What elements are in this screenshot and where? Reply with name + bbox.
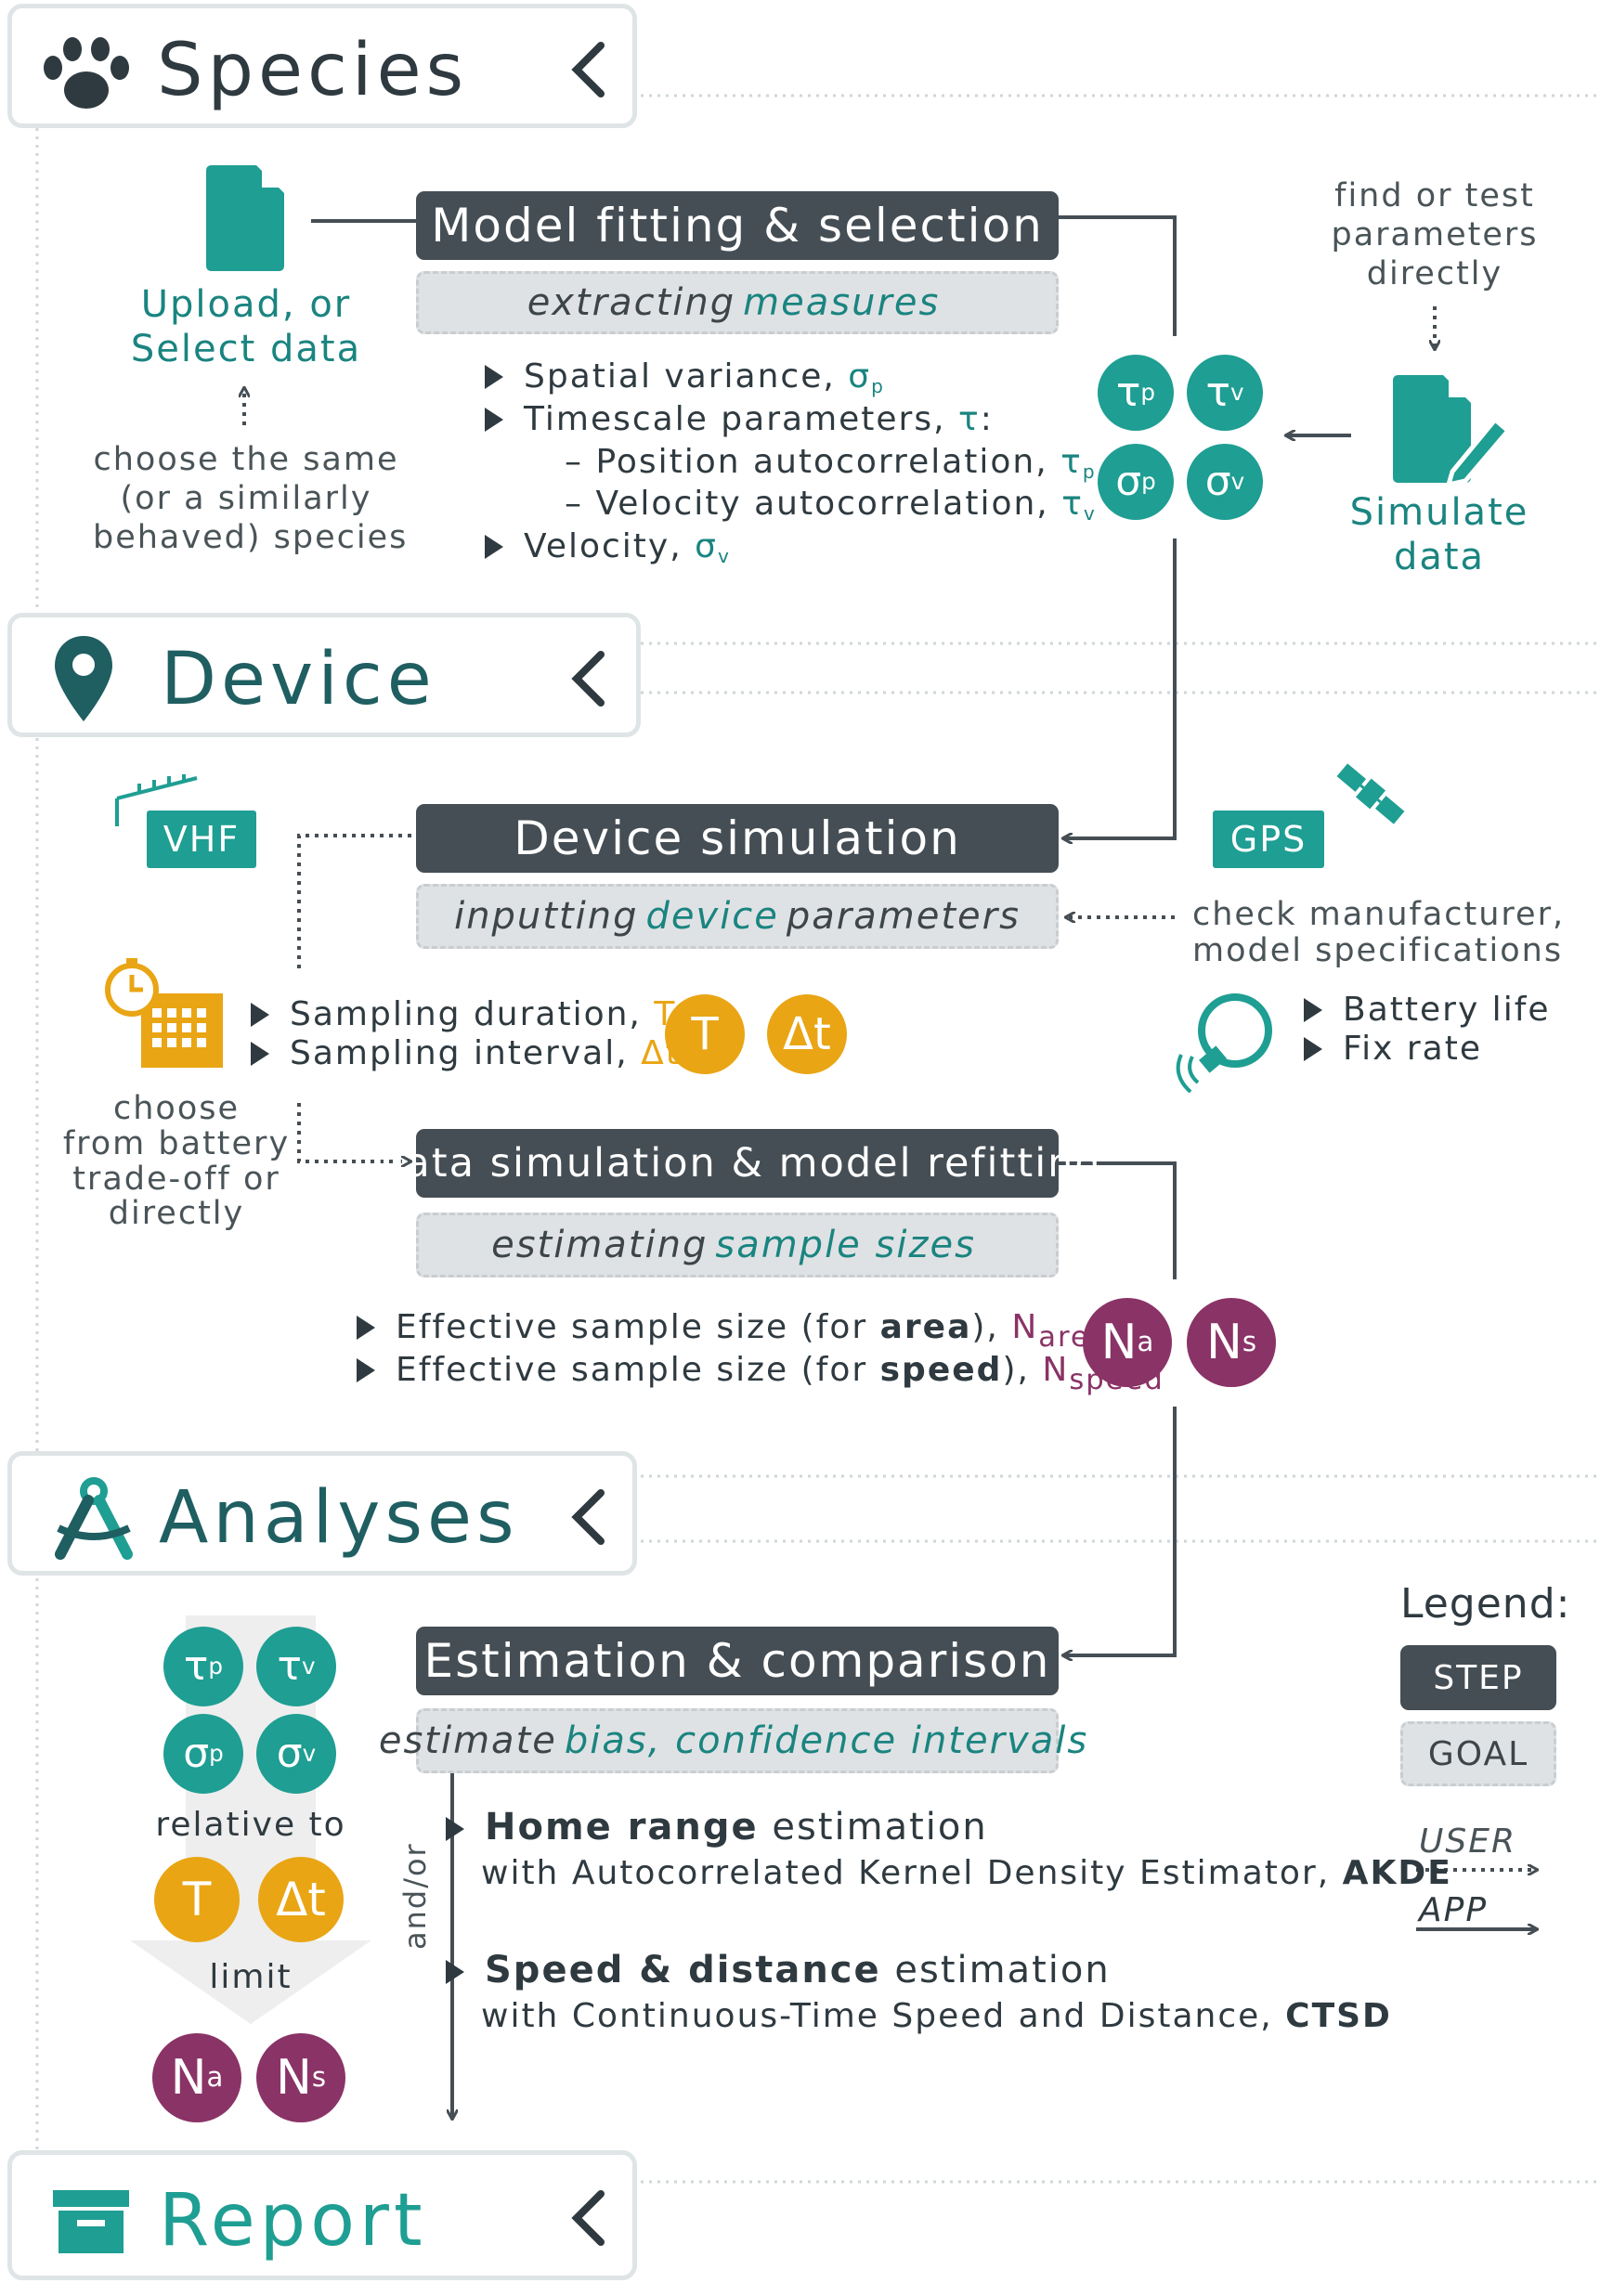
bullet-spatial-variance: Spatial variance, σp <box>485 357 885 397</box>
satellite-icon <box>1336 763 1405 824</box>
chevron-left-icon[interactable] <box>569 1489 606 1545</box>
chevron-left-icon[interactable] <box>569 2190 606 2246</box>
legend-user: USER <box>1419 1823 1516 1861</box>
antenna-icon <box>115 774 198 826</box>
bullet-sampling-duration: Sampling duration, T <box>251 994 676 1034</box>
location-pin-icon <box>55 636 112 721</box>
data-simulation-step: Data simulation & model refitting <box>372 1129 1100 1198</box>
find-parameters-note: find or test parameters directly <box>1331 177 1539 292</box>
device-simulation-goal: inputting device parameters <box>416 884 1059 949</box>
legend-step: STEP <box>1400 1645 1556 1710</box>
bullet-ess-speed: Effective sample size (for speed), Nspee… <box>357 1350 1164 1398</box>
calendar-clock-icon <box>105 958 223 1068</box>
T-circle-2: T <box>154 1857 240 1942</box>
report-title: Report <box>159 2179 427 2263</box>
chevron-left-icon[interactable] <box>569 651 606 707</box>
simulate-data-label: Simulate data <box>1349 491 1529 578</box>
report-section-tab[interactable]: Report <box>7 2150 637 2280</box>
limit-label: limit <box>209 1958 293 1996</box>
legend-app: APP <box>1419 1891 1489 1929</box>
chevron-left-icon[interactable] <box>569 42 606 97</box>
legend-goal: GOAL <box>1400 1721 1556 1786</box>
estimation-step: Estimation & comparison <box>416 1627 1059 1695</box>
and-or-label: and/or <box>397 1842 433 1950</box>
bullet-fix-rate: Fix rate <box>1304 1029 1482 1069</box>
paw-icon <box>44 37 129 109</box>
bullet-position-autocorrelation: – Position autocorrelation, τp <box>565 443 1097 484</box>
battery-signal-icon <box>1176 993 1272 1094</box>
data-simulation-goal: estimating sample sizes <box>416 1213 1059 1278</box>
compass-icon <box>55 1477 133 1560</box>
T-circle: T <box>665 994 745 1074</box>
model-fitting-goal: extracting measures <box>416 271 1059 334</box>
bullet-velocity-autocorrelation: – Velocity autocorrelation, τv <box>565 485 1097 525</box>
bullet-velocity: Velocity, σv <box>485 526 731 567</box>
upload-file-icon[interactable] <box>206 165 284 271</box>
bullet-sampling-interval: Sampling interval, Δt <box>251 1033 681 1073</box>
device-title: Device <box>161 638 436 721</box>
bullet-home-range: Home range estimation <box>446 1805 988 1849</box>
relative-to-label: relative to <box>155 1806 346 1844</box>
estimation-goal: estimate bias, confidence intervals <box>379 1708 1086 1773</box>
vhf-tag[interactable]: VHF <box>147 811 256 868</box>
bullet-timescale: Timescale parameters, τ: <box>485 399 994 439</box>
species-section-tab[interactable]: Species <box>7 4 637 128</box>
dt-circle: Δt <box>767 994 847 1074</box>
legend-title: Legend: <box>1400 1580 1571 1628</box>
simulate-file-edit-icon[interactable] <box>1393 375 1514 488</box>
upload-label: Upload, or Select data <box>130 283 362 370</box>
dt-circle-2: Δt <box>258 1857 344 1942</box>
device-section-tab[interactable]: Device <box>7 613 641 737</box>
bullet-battery-life: Battery life <box>1304 990 1551 1030</box>
analyses-title: Analyses <box>159 1476 519 1560</box>
akde-description: with Autocorrelated Kernel Density Estim… <box>481 1854 1452 1892</box>
choose-battery-note: choose from battery trade-off or directly <box>62 1090 291 1233</box>
bullet-ess-area: Effective sample size (for area), Narea <box>357 1307 1110 1356</box>
device-simulation-step: Device simulation <box>416 804 1059 873</box>
model-fitting-step: Model fitting & selection <box>416 191 1059 260</box>
analyses-section-tab[interactable]: Analyses <box>7 1451 637 1576</box>
choose-species-note: choose the same (or a similarly behaved) s… <box>93 441 409 556</box>
species-title: Species <box>157 29 469 112</box>
archive-box-icon <box>53 2190 129 2253</box>
bullet-speed-distance: Speed & distance estimation <box>446 1948 1111 1992</box>
manufacturer-note: check manufacturer, model specifications <box>1192 896 1566 970</box>
gps-tag[interactable]: GPS <box>1213 811 1324 868</box>
ctsd-description: with Continuous-Time Speed and Distance,… <box>481 1997 1392 2035</box>
